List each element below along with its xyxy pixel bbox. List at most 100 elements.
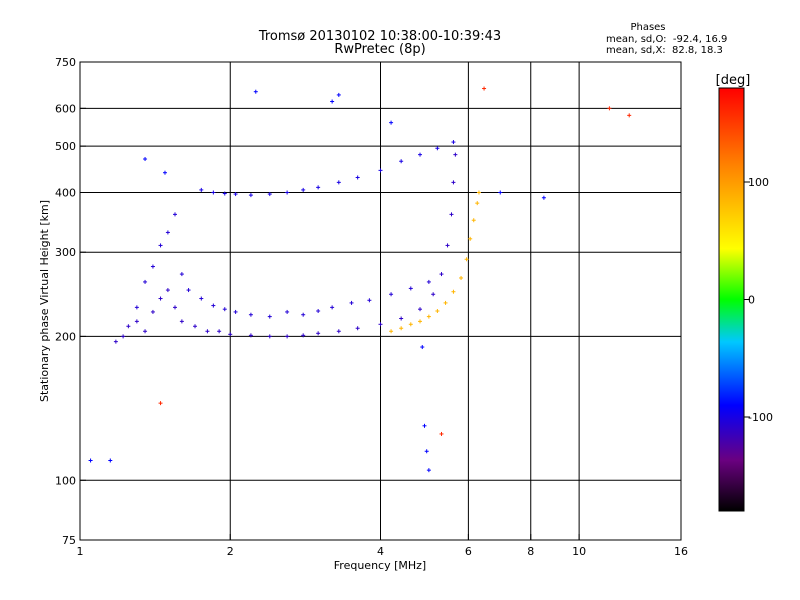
data-point [186, 288, 191, 293]
data-point [389, 329, 394, 334]
x-axis-label: Frequency [MHz] [334, 559, 426, 572]
y-tick-label: 500 [55, 140, 76, 153]
data-point [336, 180, 341, 185]
y-tick-label: 300 [55, 246, 76, 259]
data-point [108, 458, 113, 463]
data-point [179, 319, 184, 324]
data-point [355, 175, 360, 180]
x-axis: 1 2 4 6 8 10 16 [77, 534, 688, 558]
data-point [205, 329, 210, 334]
stats-line-x: mean, sd,X: 82.8, 18.3 [606, 45, 723, 56]
y-tick-label: 600 [55, 102, 76, 115]
data-point [476, 190, 481, 195]
data-point [378, 322, 383, 327]
stats-line-o: mean, sd,O: -92.4, 16.9 [606, 34, 727, 45]
y-axis-label: Stationary phase Virtual Height [km] [38, 200, 51, 402]
data-point [422, 423, 427, 428]
data-point [316, 331, 321, 336]
data-point [267, 334, 272, 339]
data-point [443, 300, 448, 305]
data-point [228, 332, 233, 337]
data-point [248, 333, 253, 338]
data-point [211, 190, 216, 195]
data-point [267, 192, 272, 197]
data-point [431, 292, 436, 297]
data-point [222, 307, 227, 312]
data-point [426, 468, 431, 473]
data-point [451, 140, 456, 145]
data-point [248, 312, 253, 317]
data-point [468, 236, 473, 241]
data-point [420, 345, 425, 350]
data-point [418, 152, 423, 157]
y-axis: 75 100 200 300 400 500 600 750 [55, 56, 86, 547]
colorbar-label: [deg] [716, 73, 751, 88]
data-point [627, 113, 632, 118]
data-point [475, 201, 480, 206]
y-tick-label: 400 [55, 186, 76, 199]
x-tick-label: 2 [227, 545, 234, 558]
x-tick-label: 10 [572, 545, 586, 558]
data-point [449, 212, 454, 217]
data-point [330, 99, 335, 104]
data-point [143, 279, 148, 284]
data-point [165, 230, 170, 235]
x-tick-label: 1 [77, 545, 84, 558]
x-tick-label: 6 [465, 545, 472, 558]
data-point [165, 288, 170, 293]
data-point [498, 190, 503, 195]
data-point [233, 309, 238, 314]
grid-lines [80, 62, 681, 540]
data-point [426, 314, 431, 319]
data-point [459, 275, 464, 280]
data-point [451, 180, 456, 185]
data-point [143, 329, 148, 334]
data-point [439, 431, 444, 436]
data-point [233, 192, 238, 197]
data-point [445, 243, 450, 248]
data-point [158, 296, 163, 301]
data-point [453, 152, 458, 157]
data-point [464, 257, 469, 262]
colorbar-tick-label: 100 [748, 176, 769, 189]
y-tick-label: 750 [55, 56, 76, 69]
data-point [451, 289, 456, 294]
data-point [389, 292, 394, 297]
data-point [199, 296, 204, 301]
data-point [435, 309, 440, 314]
data-point [301, 333, 306, 338]
x-tick-label: 4 [377, 545, 384, 558]
data-point [267, 314, 272, 319]
data-point [367, 298, 372, 303]
data-point [199, 187, 204, 192]
data-point [399, 326, 404, 331]
data-point [399, 159, 404, 164]
data-point [150, 264, 155, 269]
data-point [316, 185, 321, 190]
data-point [426, 279, 431, 284]
data-point [418, 319, 423, 324]
colorbar-tick-label: 0 [748, 294, 755, 307]
data-point [607, 106, 612, 111]
data-point [336, 329, 341, 334]
colorbar-ticks: 100 0 -100 [744, 176, 773, 424]
data-point [217, 329, 222, 334]
data-point [408, 286, 413, 291]
y-tick-label: 200 [55, 330, 76, 343]
colorbar-tick-label: -100 [748, 411, 773, 424]
data-point [158, 243, 163, 248]
data-point [439, 272, 444, 277]
data-point [482, 86, 487, 91]
data-point [126, 324, 131, 329]
data-point [378, 168, 383, 173]
y-tick-label: 75 [62, 534, 76, 547]
data-point [253, 89, 258, 94]
data-point [408, 322, 413, 327]
data-point [193, 324, 198, 329]
chart-title: Tromsø 20130102 10:38:00-10:39:43 [258, 29, 501, 44]
data-point [424, 449, 429, 454]
colorbar [718, 87, 745, 512]
data-point [172, 305, 177, 310]
data-point [285, 334, 290, 339]
